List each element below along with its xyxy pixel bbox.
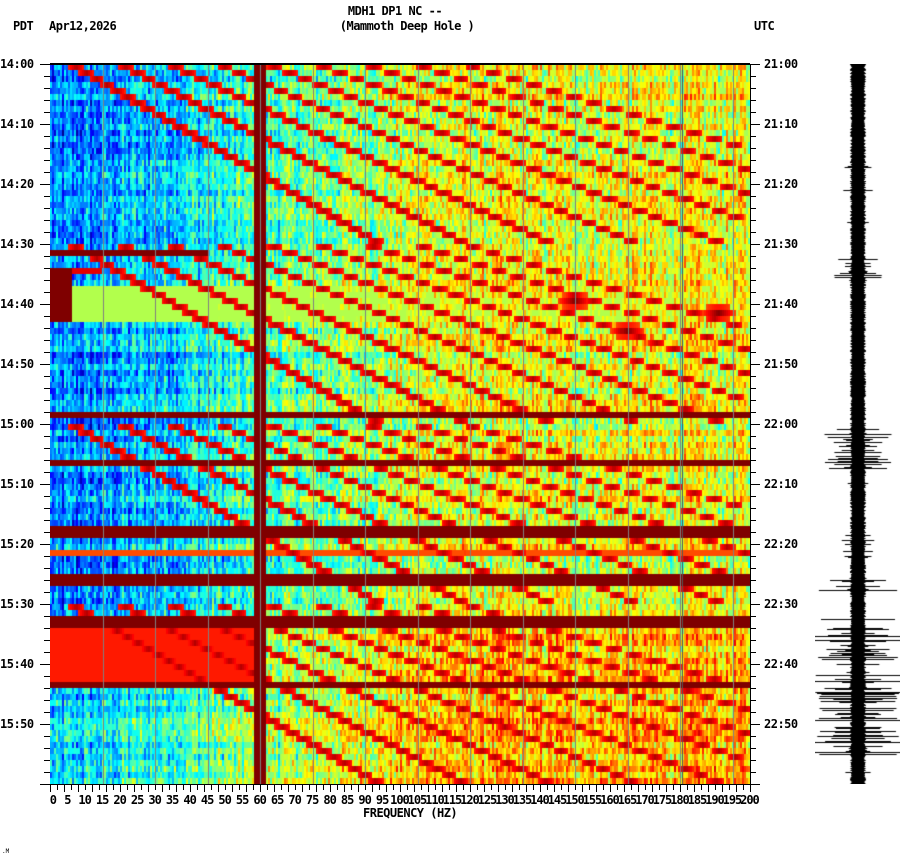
y-tick-label-left: 14:10 [0, 117, 34, 131]
x-tick-label: 195 [722, 793, 743, 807]
x-tick-label: 30 [148, 793, 161, 807]
y-tick-label-right: 21:30 [764, 237, 798, 251]
y-tick-label-right: 22:40 [764, 657, 798, 671]
station-name: (Mammoth Deep Hole ) [339, 19, 475, 33]
x-tick-label: 200 [740, 793, 760, 807]
y-tick-label-left: 14:50 [0, 357, 34, 371]
y-tick-label-left: 14:30 [0, 237, 34, 251]
x-tick-label: 10 [78, 793, 91, 807]
spectrogram-plot [50, 64, 750, 784]
date-label: Apr12,2026 [49, 19, 117, 33]
x-axis-title: FREQUENCY (HZ) [363, 806, 458, 820]
y-tick-label-right: 22:00 [764, 417, 798, 431]
x-tick-label: 140 [530, 793, 550, 807]
x-tick-label: 40 [183, 793, 196, 807]
y-tick-label-left: 15:50 [0, 717, 34, 731]
station-title: MDH1 DP1 NC -- [347, 4, 443, 18]
x-tick-label: 80 [323, 793, 336, 807]
x-tick-label: 0 [49, 793, 57, 807]
x-tick-label: 70 [288, 793, 301, 807]
x-tick-label: 145 [547, 793, 568, 807]
y-tick-label-left: 15:40 [0, 657, 34, 671]
y-tick-label-right: 22:50 [764, 717, 798, 731]
y-tick-label-left: 15:20 [0, 537, 34, 551]
y-tick-label-right: 21:20 [764, 177, 798, 191]
y-tick-label-right: 22:20 [764, 537, 798, 551]
x-tick-label: 130 [495, 793, 515, 807]
x-tick-label: 15 [95, 793, 109, 807]
x-tick-label: 100 [390, 793, 410, 807]
x-tick-label: 135 [512, 793, 533, 807]
x-tick-label: 95 [375, 793, 389, 807]
x-tick-label: 60 [253, 793, 266, 807]
left-timezone-label: PDT [13, 19, 34, 33]
x-tick-label: 20 [113, 793, 126, 807]
x-tick-label: 150 [565, 793, 585, 807]
footer-mark: .M [2, 848, 10, 855]
x-tick-label: 65 [270, 793, 284, 807]
y-tick-label-left: 15:00 [0, 417, 34, 431]
x-tick-label: 90 [358, 793, 371, 807]
x-tick-label: 85 [340, 793, 354, 807]
x-tick-label: 190 [705, 793, 725, 807]
x-tick-label: 35 [165, 793, 179, 807]
y-tick-label-left: 15:10 [0, 477, 34, 491]
y-tick-label-right: 21:40 [764, 297, 798, 311]
y-tick-label-right: 22:10 [764, 477, 798, 491]
x-tick-label: 175 [652, 793, 673, 807]
y-tick-label-right: 21:50 [764, 357, 798, 371]
x-tick-label: 120 [460, 793, 480, 807]
seismogram-trace [815, 64, 900, 784]
x-tick-label: 185 [687, 793, 708, 807]
x-tick-label: 50 [218, 793, 231, 807]
x-tick-label: 75 [305, 793, 319, 807]
y-tick-label-right: 21:00 [764, 57, 798, 71]
x-tick-label: 160 [600, 793, 620, 807]
y-tick-label-left: 14:00 [0, 57, 34, 71]
x-tick-label: 155 [582, 793, 603, 807]
x-tick-label: 105 [407, 793, 428, 807]
x-tick-label: 45 [200, 793, 214, 807]
x-tick-label: 25 [130, 793, 144, 807]
y-tick-label-left: 15:30 [0, 597, 34, 611]
x-tick-label: 125 [477, 793, 498, 807]
x-tick-label: 180 [670, 793, 690, 807]
y-tick-label-right: 22:30 [764, 597, 798, 611]
x-tick-label: 5 [64, 793, 71, 807]
x-tick-label: 170 [635, 793, 655, 807]
right-timezone-label: UTC [754, 19, 775, 33]
y-tick-label-left: 14:40 [0, 297, 34, 311]
y-tick-label-left: 14:20 [0, 177, 34, 191]
x-tick-label: 55 [235, 793, 249, 807]
y-tick-label-right: 21:10 [764, 117, 798, 131]
x-tick-label: 165 [617, 793, 638, 807]
x-tick-label: 110 [425, 793, 445, 807]
x-tick-label: 115 [442, 793, 463, 807]
